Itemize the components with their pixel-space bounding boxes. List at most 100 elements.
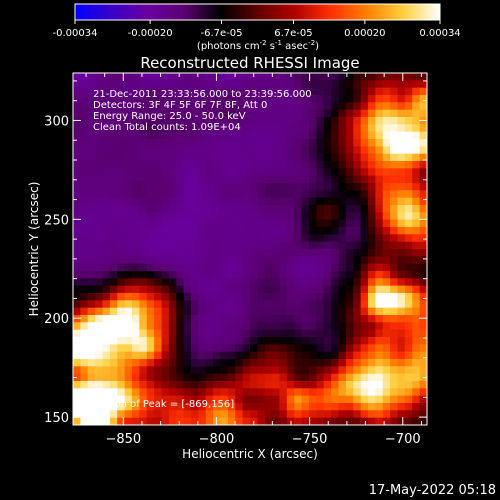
heatmap-cell — [124, 344, 133, 353]
heatmap-cell — [242, 95, 251, 103]
heatmap-cell — [338, 175, 347, 184]
heatmap-cell — [397, 315, 406, 323]
heatmap-cell — [205, 241, 214, 250]
heatmap-cell — [87, 410, 96, 419]
heatmap-cell — [235, 337, 244, 345]
heatmap-cell — [338, 373, 347, 382]
heatmap-cell — [198, 285, 207, 294]
heatmap-cell — [227, 183, 236, 191]
heatmap-cell — [250, 366, 258, 375]
heatmap-cell — [220, 278, 229, 287]
heatmap-cell — [102, 388, 111, 397]
heatmap-cell — [80, 410, 89, 419]
heatmap-cell — [279, 190, 288, 199]
heatmap-cell — [109, 197, 118, 206]
heatmap-cell — [375, 403, 384, 411]
heatmap-cell — [250, 102, 258, 111]
heatmap-cell — [250, 410, 258, 419]
chart-title: Reconstructed RHESSI Image — [140, 54, 359, 72]
heatmap-cell — [390, 227, 398, 235]
heatmap-cell — [279, 249, 288, 257]
heatmap-cell — [309, 109, 317, 118]
heatmap-cell — [227, 300, 236, 309]
heatmap-cell — [250, 153, 258, 162]
heatmap-cell — [404, 373, 413, 382]
heatmap-cell — [397, 87, 406, 96]
heatmap-cell — [419, 417, 427, 425]
heatmap-cell — [360, 285, 369, 294]
heatmap-cell — [183, 183, 192, 191]
heatmap-cell — [382, 278, 391, 287]
heatmap-cell — [176, 373, 185, 382]
heatmap-cell — [80, 373, 89, 382]
heatmap-cell — [294, 183, 303, 191]
heatmap-cell — [132, 197, 140, 206]
heatmap-cell — [257, 381, 266, 389]
heatmap-cell — [146, 381, 155, 389]
colorbar-tick-label: -0.00020 — [128, 28, 173, 39]
heatmap-cell — [198, 87, 207, 96]
heatmap-cell — [316, 102, 325, 111]
heatmap-cell — [404, 300, 413, 309]
heatmap-cell — [382, 109, 391, 118]
heatmap-cell — [183, 139, 192, 147]
heatmap-cell — [309, 403, 317, 411]
heatmap-cell — [272, 300, 280, 309]
heatmap-cell — [132, 285, 140, 294]
heatmap-cell — [161, 175, 170, 184]
heatmap-cell — [419, 124, 427, 133]
heatmap-cell — [323, 395, 332, 404]
heatmap-cell — [132, 117, 140, 125]
heatmap-cell — [176, 307, 185, 316]
heatmap-cell — [183, 161, 192, 169]
heatmap-cell — [419, 278, 427, 287]
heatmap-cell — [345, 234, 354, 243]
heatmap-cell — [294, 271, 303, 279]
heatmap-cell — [419, 241, 427, 250]
heatmap-cell — [146, 337, 155, 345]
heatmap-cell — [279, 307, 288, 316]
heatmap-cell — [338, 190, 347, 199]
heatmap-cell — [73, 366, 81, 375]
heatmap-cell — [345, 153, 354, 162]
heatmap-cell — [323, 359, 332, 367]
heatmap-cell — [353, 87, 362, 96]
heatmap-cell — [257, 322, 266, 331]
heatmap-cell — [382, 146, 391, 155]
heatmap-cell — [205, 307, 214, 316]
heatmap-cell — [124, 175, 133, 184]
heatmap-cell — [139, 117, 148, 125]
heatmap-cell — [132, 139, 140, 147]
heatmap-cell — [257, 161, 266, 169]
heatmap-cell — [309, 131, 317, 140]
heatmap-cell — [397, 417, 406, 425]
heatmap-cell — [279, 153, 288, 162]
heatmap-cell — [146, 139, 155, 147]
heatmap-cell — [375, 366, 384, 375]
heatmap-cell — [375, 183, 384, 191]
heatmap-cell — [279, 329, 288, 338]
heatmap-cell — [301, 329, 310, 338]
heatmap-cell — [146, 197, 155, 206]
heatmap-cell — [294, 95, 303, 103]
heatmap-cell — [154, 183, 162, 191]
heatmap-cell — [242, 175, 251, 184]
heatmap-cell — [368, 359, 376, 367]
heatmap-cell — [95, 87, 103, 96]
heatmap-cell — [279, 161, 288, 169]
heatmap-cell — [132, 102, 140, 111]
heatmap-cell — [316, 212, 325, 221]
heatmap-cell — [117, 161, 126, 169]
heatmap-cell — [412, 109, 421, 118]
heatmap-cell — [198, 168, 207, 177]
heatmap-cell — [80, 241, 89, 250]
heatmap-cell — [117, 146, 126, 155]
heatmap-cell — [331, 117, 339, 125]
heatmap-cell — [168, 175, 177, 184]
heatmap-cell — [301, 227, 310, 235]
heatmap-cell — [132, 95, 140, 103]
heatmap-cell — [168, 329, 177, 338]
heatmap-cell — [412, 417, 421, 425]
heatmap-cell — [264, 337, 273, 345]
heatmap-cell — [73, 293, 81, 301]
